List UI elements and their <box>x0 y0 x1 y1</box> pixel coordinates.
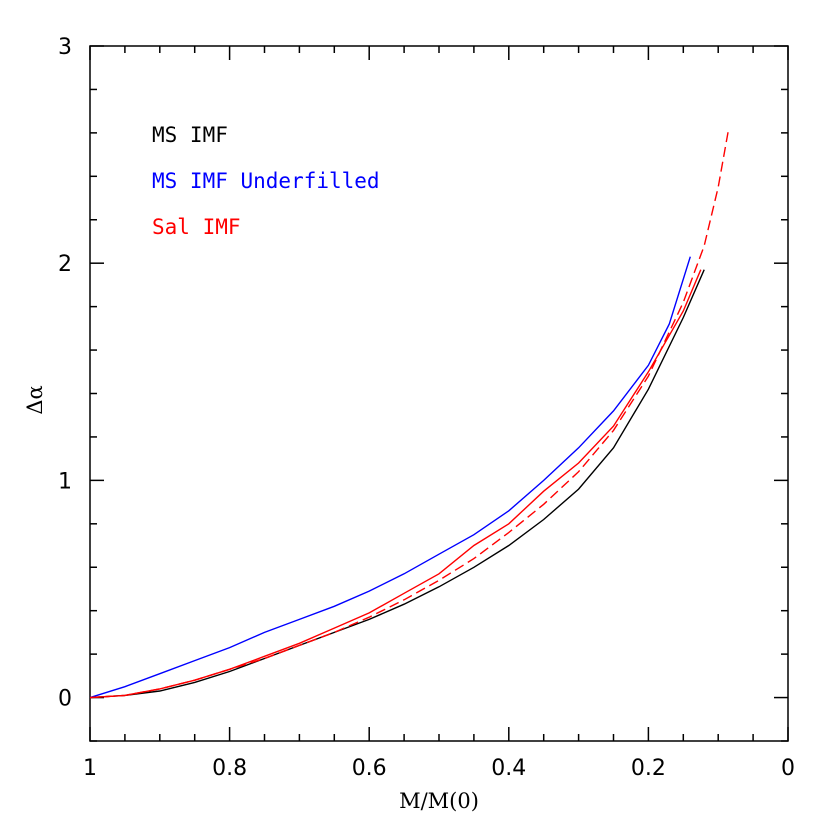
x-tick-label: 0.4 <box>491 756 526 781</box>
y-tick-label: 0 <box>58 687 72 712</box>
x-tick-label: 0.6 <box>352 756 387 781</box>
plot-frame <box>89 45 789 742</box>
y-tick-label: 2 <box>58 252 72 277</box>
series-line-1 <box>89 269 705 699</box>
y-tick-label: 3 <box>58 35 72 60</box>
x-tick-label: 0 <box>781 756 795 781</box>
series-layer <box>89 128 730 699</box>
series-line-4 <box>89 128 730 699</box>
axis-ticks <box>89 45 789 742</box>
series-line-3 <box>89 269 702 699</box>
x-axis-label: M/M(0) <box>399 789 479 813</box>
x-tick-label: 1 <box>83 756 97 781</box>
legend-entry-2: MS IMF Underfilled <box>152 169 380 193</box>
y-axis-label: Δα <box>23 385 47 414</box>
x-tick-label: 0.8 <box>212 756 247 781</box>
legend: MS IMF MS IMF Underfilled Sal IMF <box>152 123 380 239</box>
y-tick-label: 1 <box>58 469 72 494</box>
x-tick-label: 0.2 <box>631 756 666 781</box>
axis-tick-labels: 1 0.8 0.6 0.4 0.2 0 0 1 2 3 <box>58 35 795 781</box>
series-line-2 <box>89 256 691 699</box>
legend-entry-3: Sal IMF <box>152 215 241 239</box>
legend-entry-1: MS IMF <box>152 123 228 147</box>
